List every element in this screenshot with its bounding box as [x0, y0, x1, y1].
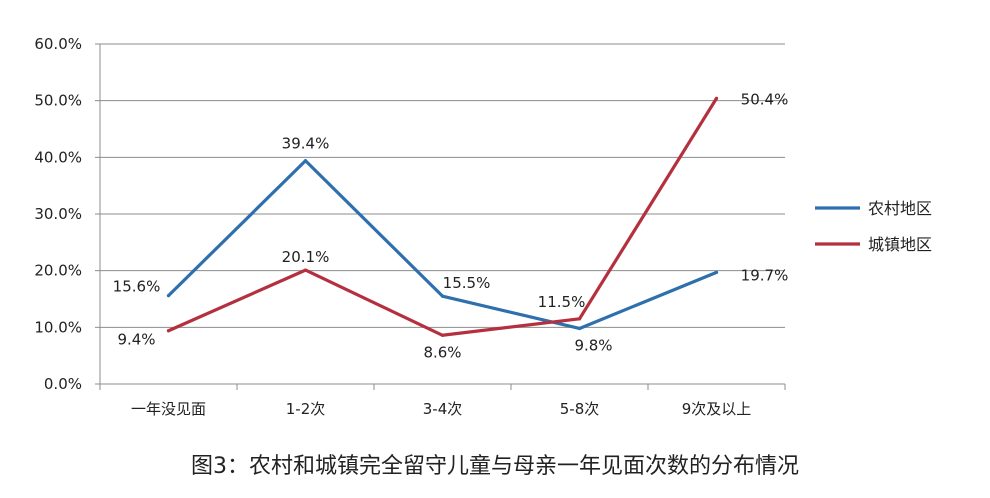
- legend-label: 城镇地区: [868, 235, 932, 254]
- data-label: 39.4%: [282, 135, 330, 153]
- x-tick-label: 3-4次: [423, 400, 463, 418]
- data-point: [440, 294, 445, 298]
- data-label: 9.8%: [574, 336, 612, 354]
- data-point: [440, 333, 445, 337]
- data-label: 11.5%: [538, 293, 586, 311]
- data-point: [303, 268, 308, 272]
- data-labels: 15.6% 39.4% 15.5% 9.8% 19.7% 9.4% 20.1% 8.6% 11.…: [113, 90, 789, 361]
- data-label: 9.4%: [117, 331, 155, 349]
- data-point: [714, 270, 719, 274]
- y-tick-label: 40.0%: [34, 148, 82, 166]
- data-point: [166, 294, 171, 298]
- data-point: [577, 326, 582, 331]
- data-label: 19.7%: [741, 266, 789, 284]
- line-chart: 0.0% 10.0% 20.0% 30.0% 40.0% 50.0% 60.0% 一年没见面…: [34, 35, 932, 418]
- data-point: [714, 96, 719, 100]
- data-point: [303, 159, 308, 163]
- series-lines: [166, 96, 719, 337]
- legend-label: 农村地区: [868, 199, 932, 218]
- y-axis-ticks: 0.0% 10.0% 20.0% 30.0% 40.0% 50.0% 60.0%: [34, 35, 82, 393]
- gridlines: [100, 43, 785, 328]
- data-label: 15.6%: [113, 278, 161, 296]
- y-tick-label: 0.0%: [44, 375, 82, 393]
- series-line-1: [166, 159, 719, 331]
- axes: [95, 43, 786, 390]
- y-tick-label: 30.0%: [34, 205, 82, 223]
- y-tick-label: 10.0%: [34, 318, 82, 336]
- y-tick-label: 20.0%: [34, 262, 82, 280]
- data-point: [166, 329, 171, 333]
- data-label: 20.1%: [282, 248, 330, 266]
- figure-caption: 图3：农村和城镇完全留守儿童与母亲一年见面次数的分布情况: [191, 454, 799, 479]
- x-axis-ticks: 一年没见面 1-2次 3-4次 5-8次 9次及以上: [131, 400, 751, 418]
- y-tick-label: 50.0%: [34, 92, 82, 110]
- x-tick-label: 一年没见面: [131, 400, 206, 418]
- data-point: [577, 317, 582, 321]
- y-tick-label: 60.0%: [34, 35, 82, 53]
- x-tick-label: 9次及以上: [682, 400, 752, 418]
- data-label: 50.4%: [741, 90, 789, 108]
- data-label: 15.5%: [443, 274, 491, 292]
- x-tick-label: 1-2次: [286, 400, 326, 418]
- data-label: 8.6%: [423, 343, 461, 361]
- x-tick-label: 5-8次: [560, 400, 600, 418]
